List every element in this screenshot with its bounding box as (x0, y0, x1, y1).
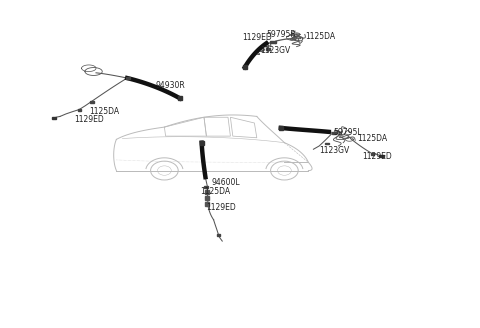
Text: 1125DA: 1125DA (305, 32, 335, 41)
Bar (332, 132, 336, 134)
Bar (217, 234, 220, 236)
Bar (126, 77, 130, 79)
Bar (90, 101, 94, 103)
Bar (266, 48, 270, 50)
Text: 1129ED: 1129ED (242, 33, 272, 42)
Text: 1125DA: 1125DA (89, 107, 119, 116)
Text: 94600L: 94600L (211, 178, 240, 187)
Text: 1125DA: 1125DA (358, 134, 388, 143)
Bar (78, 109, 81, 111)
Text: 1129ED: 1129ED (74, 115, 104, 124)
Bar (52, 117, 56, 119)
Text: 59795L: 59795L (334, 128, 362, 137)
Text: 94930R: 94930R (156, 81, 186, 90)
Text: 59795R: 59795R (266, 30, 296, 39)
Bar (325, 143, 329, 144)
Bar (371, 153, 374, 155)
Bar (379, 155, 384, 157)
Bar (204, 186, 208, 188)
Bar (270, 41, 276, 43)
Text: 1129ED: 1129ED (362, 152, 392, 161)
Text: 1129ED: 1129ED (206, 203, 236, 212)
Text: 1123GV: 1123GV (319, 146, 349, 155)
Text: 1125DA: 1125DA (201, 187, 231, 196)
Text: 1123GV: 1123GV (261, 46, 291, 55)
